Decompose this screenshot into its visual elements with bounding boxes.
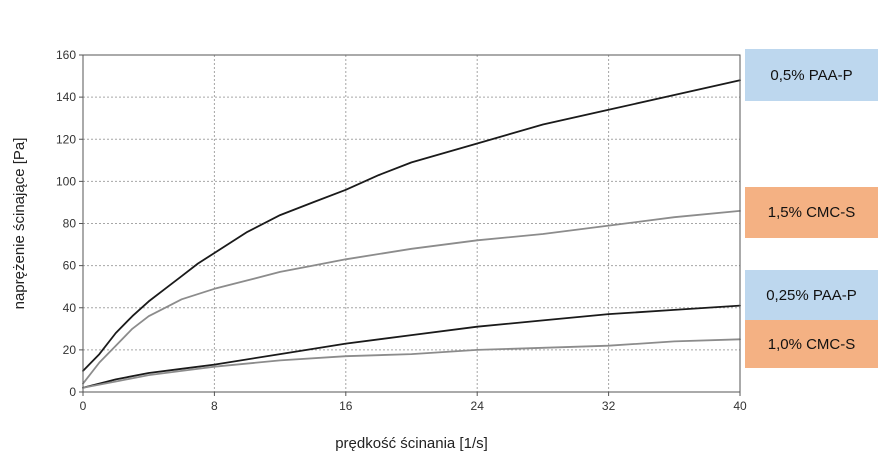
series-lines xyxy=(82,79,741,389)
y-tick-label: 100 xyxy=(56,174,76,188)
y-tick-label: 20 xyxy=(63,343,77,357)
y-tick-label: 0 xyxy=(69,385,76,399)
x-tick-label: 40 xyxy=(733,399,747,413)
y-axis-label: naprężenie ścinające [Pa] xyxy=(11,138,28,310)
y-tick-label: 140 xyxy=(56,90,76,104)
x-tick-label: 0 xyxy=(80,399,87,413)
x-tick-label: 24 xyxy=(471,399,485,413)
legend-item: 0,5% PAA-P xyxy=(745,49,878,101)
y-tick-label: 80 xyxy=(63,217,77,231)
x-tick-label: 32 xyxy=(602,399,616,413)
series-line-3 xyxy=(82,338,741,389)
grid xyxy=(83,55,740,392)
y-tick-label: 120 xyxy=(56,132,76,146)
x-axis-label: prędkość ścinania [1/s] xyxy=(335,435,488,452)
legend-item: 1,5% CMC-S xyxy=(745,187,878,238)
x-tick-label: 8 xyxy=(211,399,218,413)
series-line-2 xyxy=(82,304,741,389)
series-line-1 xyxy=(82,209,741,385)
series-line-0 xyxy=(82,79,741,372)
x-tick-label: 16 xyxy=(339,399,353,413)
y-tick-label: 160 xyxy=(56,48,76,62)
legend-item: 0,25% PAA-P xyxy=(745,270,878,320)
y-tick-label: 40 xyxy=(63,301,77,315)
legend-item: 1,0% CMC-S xyxy=(745,320,878,368)
ticks: 0 8 16 24 32 40 0 20 40 60 80 100 120 140 160 xyxy=(56,48,747,413)
y-tick-label: 60 xyxy=(63,259,77,273)
